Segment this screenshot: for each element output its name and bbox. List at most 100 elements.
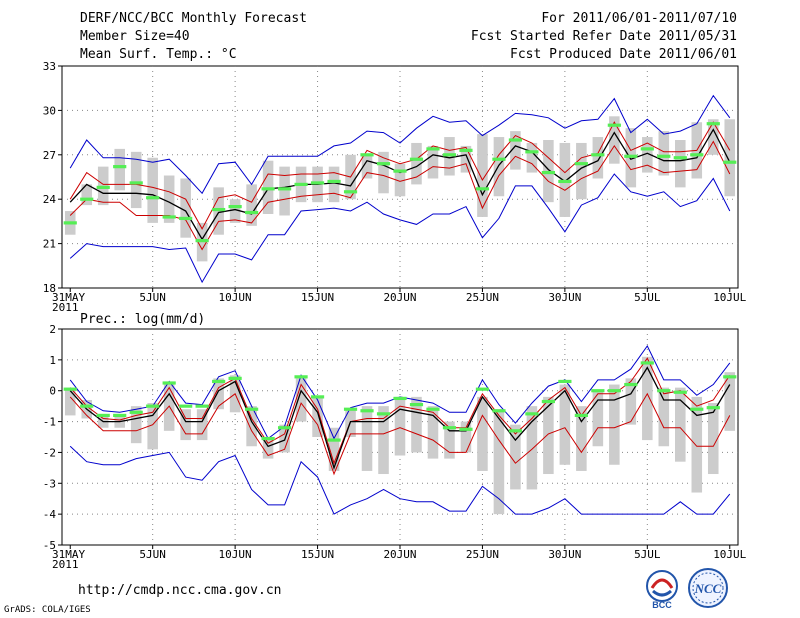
temp-x-tick-label: 20JUN: [383, 291, 416, 304]
temp-x-tick-label: 5JUL: [634, 291, 661, 304]
prec-y-tick-label: -3: [43, 477, 56, 490]
temp-member-range-bar: [477, 134, 488, 217]
prec-x-tick-label: 10JUL: [713, 548, 746, 561]
prec-observed-marker: [63, 387, 77, 391]
temp-observed-marker: [294, 182, 308, 186]
source-url[interactable]: http://cmdp.ncc.cma.gov.cn: [78, 583, 282, 598]
prec-observed-marker: [129, 410, 143, 414]
temp-member-range-bar: [163, 175, 175, 223]
temp-x-tick-year: 2011: [52, 301, 79, 314]
prec-member-range-bar: [130, 406, 142, 444]
temp-min-line: [69, 173, 731, 284]
temp-x-tick-label: 5JUN: [139, 291, 166, 304]
temp-observed-marker: [195, 239, 209, 243]
prec-observed-marker: [261, 436, 275, 441]
prec-member-range-bar: [246, 406, 257, 447]
prec-y-tick-label: -4: [43, 508, 57, 521]
prec-member-range-bar: [543, 396, 554, 475]
prec-observed-marker: [294, 375, 308, 379]
prec-observed-marker: [508, 429, 523, 433]
prec-panel-title: Prec.: log(mm/d): [80, 312, 205, 327]
temp-member-range-bar: [328, 166, 340, 203]
forecast-period: For 2011/06/01-2011/07/10: [541, 11, 737, 26]
temp-observed-marker: [492, 157, 506, 161]
prec-member-range-bar: [444, 421, 455, 459]
bcc-logo-icon: BCC: [646, 570, 678, 610]
temp-member-range-bar: [279, 166, 290, 216]
prec-member-range-bar: [477, 396, 488, 471]
prec-observed-marker: [723, 375, 737, 379]
prec-observed-marker: [277, 426, 292, 430]
temp-observed-marker: [179, 216, 193, 221]
temp-observed-marker: [541, 170, 555, 175]
prec-observed-marker: [195, 404, 209, 408]
temp-observed-marker: [508, 138, 523, 142]
prec-x-tick-label: 30JUN: [548, 548, 581, 561]
prec-member-range-bar: [361, 406, 373, 471]
temp-x-tick-label: 31MAY: [52, 291, 85, 304]
temp-observed-marker: [96, 185, 110, 189]
prec-member-range-bar: [213, 378, 224, 410]
prec-x-tick-label: 15JUN: [301, 548, 334, 561]
prec-observed-marker: [179, 404, 193, 408]
temp-observed-marker: [376, 162, 391, 166]
prec-observed-marker: [541, 399, 555, 404]
temp-observed-marker: [640, 147, 654, 151]
prec-member-range-bar: [526, 406, 538, 490]
temp-observed-marker: [343, 190, 358, 194]
prec-min-line: [69, 445, 731, 515]
prec-member-range-bar: [312, 396, 323, 437]
prec-x-tick-label: 25JUN: [466, 548, 499, 561]
temp-observed-marker: [525, 150, 539, 154]
temp-y-tick-label: 18: [43, 282, 56, 295]
temp-member-range-bar: [707, 119, 719, 155]
temp-member-range-bar: [411, 142, 422, 185]
forecast-produced-date: Fcst Produced Date 2011/06/01: [510, 47, 737, 62]
temp-observed-marker: [146, 196, 160, 200]
temp-x-tick-label: 10JUN: [219, 291, 252, 304]
temp-observed-marker: [360, 153, 374, 157]
prec-member-range-bar: [427, 406, 439, 459]
temp-y-tick-label: 33: [43, 60, 56, 73]
temp-member-range-bar: [246, 184, 257, 226]
temp-member-range-bar: [609, 116, 620, 164]
prec-observed-marker: [376, 412, 391, 416]
member-size-label: Member Size=40: [80, 29, 190, 44]
prec-member-range-bar: [724, 372, 736, 431]
temp-observed-marker: [673, 156, 687, 160]
temp-observed-marker: [409, 157, 424, 161]
ncc-logo-text: NCC: [694, 581, 722, 596]
prec-observed-marker: [113, 413, 127, 417]
temp-observed-marker: [327, 179, 341, 184]
prec-observed-marker: [475, 387, 490, 391]
temp-member-range-bar: [642, 137, 653, 173]
temp-observed-marker: [162, 215, 176, 219]
temp-observed-marker: [607, 123, 621, 127]
temp-observed-marker: [442, 153, 457, 157]
prec-observed-marker: [162, 381, 176, 385]
temp-y-tick-label: 27: [43, 149, 56, 162]
temp-member-range-bar: [180, 178, 191, 238]
prec-x-tick-year: 2011: [52, 558, 79, 571]
temp-observed-marker: [310, 181, 325, 185]
prec-y-tick-label: 2: [49, 323, 56, 336]
prec-observed-marker: [228, 376, 242, 380]
prec-member-range-bar: [658, 387, 670, 447]
prec-observed-marker: [657, 389, 671, 393]
temp-observed-marker: [690, 153, 704, 157]
temp-observed-marker: [426, 147, 440, 151]
prec-member-range-bar: [642, 356, 653, 441]
temp-observed-marker: [228, 205, 242, 209]
bcc-logo-text: BCC: [652, 600, 672, 610]
temp-y-tick-label: 24: [43, 193, 57, 206]
temp-member-range-bar: [460, 145, 472, 173]
prec-observed-marker: [624, 382, 638, 387]
prec-y-tick-label: 1: [49, 354, 56, 367]
prec-observed-marker: [80, 404, 94, 408]
temp-member-range-bar: [493, 137, 505, 197]
prec-observed-marker: [426, 407, 440, 411]
temp-observed-marker: [706, 122, 720, 126]
prec-mean-line: [69, 366, 731, 470]
temp-member-range-bar: [724, 119, 736, 197]
